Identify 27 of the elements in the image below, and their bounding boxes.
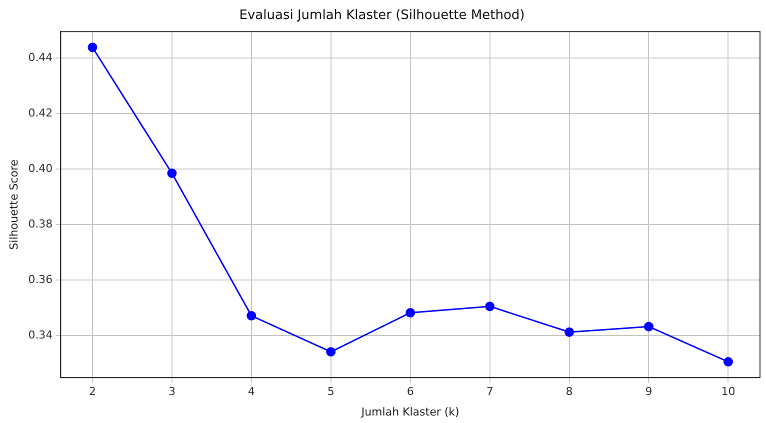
chart-title: Evaluasi Jumlah Klaster (Silhouette Method) — [239, 8, 525, 24]
x-axis-title: Jumlah Klaster (k) — [360, 405, 460, 418]
point — [485, 302, 495, 312]
y-tick-label: 0.44 — [28, 51, 53, 64]
point — [88, 42, 98, 52]
y-tick-label: 0.34 — [28, 328, 53, 342]
x-tick-label: 3 — [168, 385, 176, 398]
point — [326, 347, 336, 357]
y-axis-title: Silhouette Score — [7, 159, 20, 250]
point — [644, 322, 654, 332]
x-tick-label: 4 — [248, 385, 255, 398]
y-tick-label: 0.42 — [28, 106, 53, 120]
x-tick-label: 7 — [486, 385, 494, 398]
point — [246, 311, 256, 321]
x-tick-label: 9 — [645, 385, 652, 398]
x-tick-label: 5 — [327, 385, 334, 398]
y-tick-label: 0.38 — [28, 217, 53, 230]
x-tick-label: 6 — [406, 385, 414, 398]
point — [723, 357, 733, 367]
y-tick-label: 0.40 — [28, 162, 53, 175]
x-tick-label: 2 — [88, 385, 96, 398]
y-tick-label: 0.36 — [28, 272, 53, 286]
point — [406, 308, 416, 318]
x-tick-label: 10 — [721, 385, 736, 398]
x-tick-label: 8 — [566, 385, 573, 398]
point — [564, 327, 574, 337]
point — [167, 168, 177, 178]
